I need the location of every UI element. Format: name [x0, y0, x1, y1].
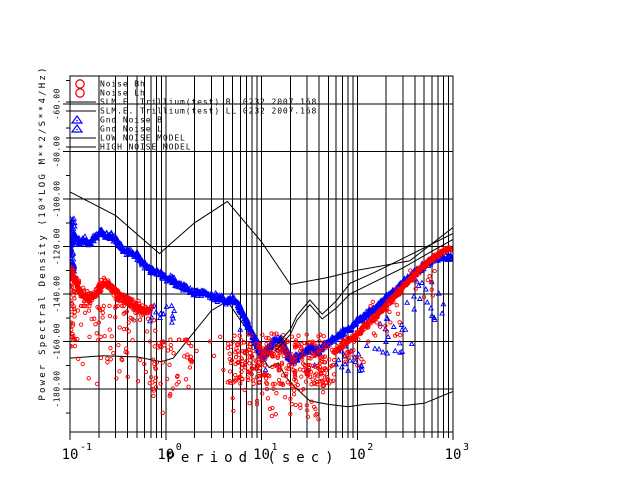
grid-lines	[69, 76, 454, 440]
y-tick-label: -60.00	[53, 88, 62, 120]
x-tick-label: 10	[62, 447, 79, 463]
y-tick-label: -180.00	[53, 370, 62, 407]
legend-entry: LOW NOISE MODEL	[66, 134, 186, 143]
x-tick-label: 10	[253, 447, 270, 463]
noise-scatter-circles	[70, 245, 453, 422]
x-tick-exponent: 2	[367, 442, 373, 453]
y-tick-label: -160.00	[53, 323, 62, 360]
x-tick-exponent: 0	[176, 442, 182, 453]
slm-bl-line	[275, 232, 453, 347]
y-tick-label: -100.00	[53, 180, 62, 217]
y-axis-ticks	[63, 79, 70, 414]
y-tick-label: -140.00	[53, 275, 62, 312]
legend-triangle-dot	[76, 128, 78, 131]
legend-label: HIGH NOISE MODEL	[100, 143, 191, 152]
x-tick-label: 10	[349, 447, 366, 463]
legend-label: Gnd Noise B	[100, 116, 163, 125]
x-tick-exponent: 1	[272, 442, 278, 453]
legend-label: SLM.E. Trillium(test) LL 0232 2007.168	[100, 107, 317, 116]
legend-entry: Noise Bh	[75, 79, 146, 89]
x-tick-label: 10	[157, 447, 174, 463]
legend-entry: HIGH NOISE MODEL	[66, 143, 191, 152]
plot-border	[69, 75, 454, 433]
legend-label: Noise Lh	[100, 89, 146, 98]
x-axis-title: Period (sec)	[166, 450, 339, 466]
y-tick-labels: -60.00 -80.00 -100.00 -120.00 -140.00 -160.00…	[53, 88, 62, 408]
y-axis-title: Power Spectral Density (10*LOG M**2/S**4…	[38, 65, 48, 400]
x-tick-labels: 10 -1 10 0 10 1 10 2 10 3	[62, 442, 469, 463]
x-tick-exponent: 3	[463, 442, 469, 453]
x-tick-label: 10	[445, 447, 462, 463]
legend-entry: Gnd Noise L	[70, 123, 163, 134]
legend-label: LOW NOISE MODEL	[100, 134, 186, 143]
legend-entry: Gnd Noise B	[70, 114, 163, 125]
legend-label: Gnd Noise L	[100, 125, 163, 134]
x-tick-exponent: -1	[80, 442, 92, 453]
legend-label: Noise Bh	[100, 80, 146, 89]
slm-ll-line	[275, 238, 453, 352]
legend-entry: SLM.E. Trillium(test) LL 0232 2007.168	[66, 107, 317, 116]
y-tick-label: -120.00	[53, 228, 62, 265]
legend-circle-icon	[75, 79, 85, 89]
legend-triangle-icon	[70, 123, 84, 133]
legend-label: SLM.E. Trillium(test) BL 0232 2007.168	[100, 98, 317, 107]
y-tick-label: -80.00	[53, 136, 62, 168]
low-noise-model-line	[70, 300, 453, 408]
legend-triangle-icon	[70, 114, 84, 124]
legend-entry: SLM.E. Trillium(test) BL 0232 2007.168	[66, 98, 317, 107]
legend-triangle-dot	[76, 119, 78, 122]
legend-circle-icon	[75, 88, 85, 98]
legend-entry: Noise Lh	[75, 88, 146, 98]
high-noise-model-line	[70, 191, 453, 286]
